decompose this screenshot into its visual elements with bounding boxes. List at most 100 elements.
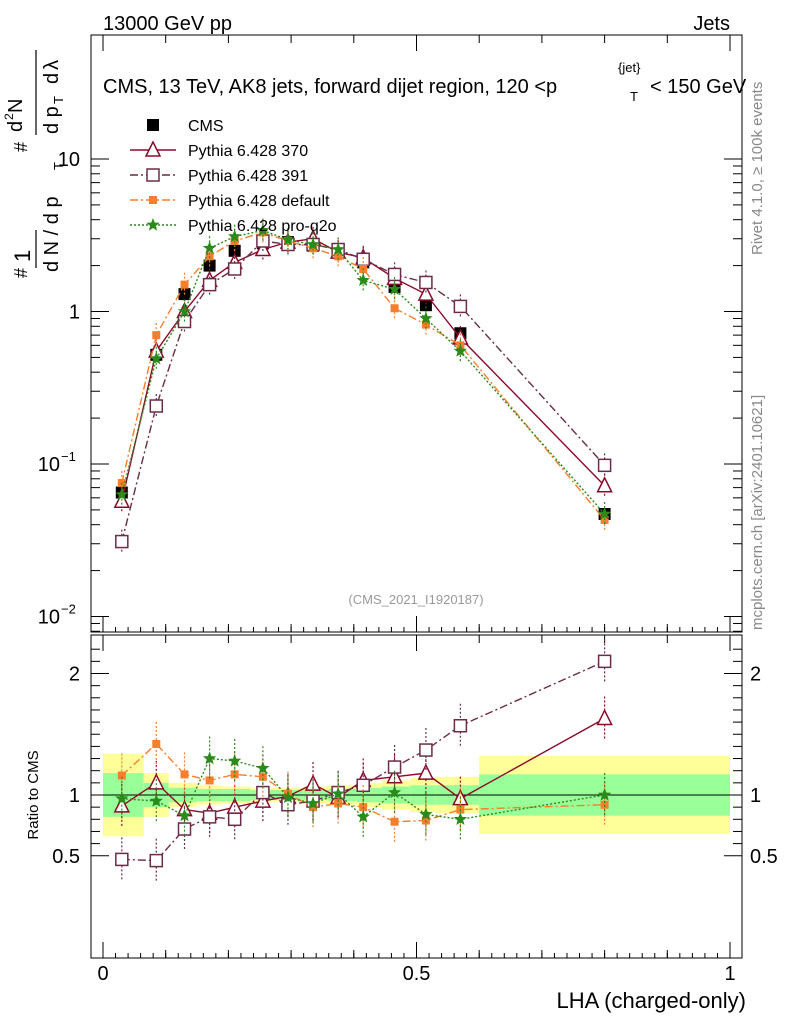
title-end: < 150 GeV — [650, 76, 747, 98]
data-point — [356, 273, 370, 286]
data-point — [387, 282, 402, 295]
ratio-line-3 — [121, 742, 605, 823]
data-point — [306, 237, 320, 251]
ratio-line-4 — [121, 757, 605, 821]
y-label-dp: d p — [41, 106, 63, 134]
data-point — [356, 252, 370, 267]
ratio-point — [117, 771, 126, 780]
legend-marker — [149, 196, 157, 204]
header-right: Jets — [693, 13, 730, 35]
data-point — [597, 458, 612, 473]
ratio-tick-label-left: 0.5 — [52, 846, 80, 868]
data-point — [309, 244, 318, 253]
ratio-point — [115, 852, 129, 867]
ratio-point — [387, 785, 402, 799]
ratio-point — [256, 761, 270, 774]
y-label-hash2: # — [11, 142, 31, 152]
ratio-axis-ticks: 2 2 1 1 0.5 0.5 — [52, 648, 778, 868]
plot-title: CMS, 13 TeV, AK8 jets, forward dijet reg… — [103, 60, 747, 104]
data-point — [152, 331, 161, 340]
ratio-point — [230, 770, 239, 779]
legend-marker — [146, 168, 160, 182]
series-line-1 — [121, 238, 606, 502]
data-point — [228, 229, 242, 243]
data-point — [417, 284, 435, 301]
legend-label: CMS — [188, 118, 224, 135]
ratio-point — [306, 796, 320, 810]
x-tick-label: 0 — [97, 963, 108, 985]
x-tick-label: 0.5 — [403, 963, 431, 985]
legend-label: Pythia 6.428 391 — [188, 168, 308, 185]
legend: CMS Pythia 6.428 370 Pythia 6.428 391 Pythi… — [130, 118, 337, 235]
ratio-point — [281, 790, 295, 804]
data-point — [596, 476, 613, 493]
data-point — [115, 534, 129, 549]
data-point — [453, 344, 467, 357]
y-label-d2: d — [41, 73, 63, 84]
ratio-y-label: Ratio to CMS — [25, 750, 42, 839]
ratio-point — [177, 822, 192, 836]
data-point — [334, 252, 343, 261]
ratio-point — [419, 743, 433, 757]
legend-marker — [147, 119, 159, 131]
y-tick-exponent: −2 — [61, 602, 76, 617]
data-point — [115, 487, 129, 501]
data-point — [387, 267, 402, 282]
ratio-point — [149, 794, 163, 807]
data-point — [281, 232, 295, 246]
data-point — [149, 399, 164, 413]
x-tick-label: 1 — [724, 963, 735, 985]
y-label-one: 1 — [10, 250, 35, 262]
ratio-point — [356, 809, 370, 823]
ratio-point — [417, 763, 435, 780]
y-label-dp-sub: T — [51, 96, 66, 104]
ratio-series — [113, 639, 613, 883]
y-tick-label: 1 — [69, 302, 80, 324]
y-label-hash1: # — [11, 268, 31, 278]
ratio-point — [453, 718, 468, 733]
y-label-denom: d N / d p — [41, 196, 63, 272]
y-tick-label: 10 — [38, 607, 60, 629]
data-point — [419, 299, 432, 312]
y-tick-label: 10 — [58, 149, 80, 171]
ratio-tick-label-right: 0.5 — [750, 846, 778, 868]
legend-label: Pythia 6.428 pro-q2o — [188, 218, 337, 235]
ratio-tick-label-right: 2 — [750, 664, 761, 686]
ratio-point — [202, 810, 217, 824]
data-point — [202, 241, 217, 254]
legend-marker — [146, 218, 160, 231]
data-point — [331, 242, 345, 256]
data-point — [453, 299, 468, 314]
data-point — [421, 320, 430, 329]
data-point — [177, 304, 192, 318]
side-text-top: Rivet 4.1.0, ≥ 100k events — [749, 82, 766, 255]
ratio-point — [419, 807, 433, 821]
ratio-point — [597, 788, 612, 801]
legend-label: Pythia 6.428 default — [188, 193, 330, 210]
ratio-point — [596, 708, 613, 726]
title-sup: {jet} — [618, 60, 641, 75]
main-series — [113, 218, 613, 554]
ratio-point — [390, 817, 399, 826]
analysis-tag: (CMS_2021_I1920187) — [348, 592, 483, 607]
data-point — [227, 262, 242, 276]
data-point — [256, 223, 270, 237]
x-axis-label: LHA (charged-only) — [556, 988, 746, 1013]
ratio-tick-label-left: 2 — [69, 664, 80, 686]
legend-marker — [144, 140, 162, 157]
ratio-point — [149, 853, 164, 868]
data-point — [597, 507, 612, 520]
ratio-point — [600, 800, 609, 809]
title-text: CMS, 13 TeV, AK8 jets, forward dijet reg… — [103, 76, 557, 98]
side-text-bottom: mcplots.cern.ch [arXiv:2401.10621] — [749, 395, 766, 630]
ratio-point — [180, 770, 189, 779]
y-label-denom-sub: T — [51, 162, 66, 170]
ratio-point — [205, 776, 214, 785]
ratio-point — [227, 812, 242, 827]
data-point — [390, 304, 399, 313]
ratio-point — [334, 799, 343, 808]
ratio-point — [453, 812, 467, 825]
ratio-point — [152, 739, 161, 748]
